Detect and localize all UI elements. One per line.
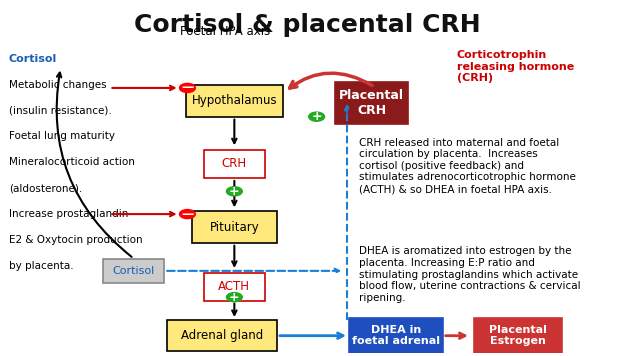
FancyBboxPatch shape xyxy=(204,150,265,178)
FancyBboxPatch shape xyxy=(167,320,277,351)
Text: Adrenal gland: Adrenal gland xyxy=(181,329,263,342)
Text: by placenta.: by placenta. xyxy=(9,261,73,271)
FancyBboxPatch shape xyxy=(103,258,165,283)
Text: CRH released into maternal and foetal
circulation by placenta.  Increases
cortis: CRH released into maternal and foetal ci… xyxy=(360,138,576,194)
Circle shape xyxy=(227,293,242,302)
FancyBboxPatch shape xyxy=(473,318,562,353)
Text: Placental
Estrogen: Placental Estrogen xyxy=(489,325,547,346)
Text: Metabolic changes: Metabolic changes xyxy=(9,79,106,89)
Text: Placental
CRH: Placental CRH xyxy=(339,89,404,117)
FancyBboxPatch shape xyxy=(185,85,283,117)
FancyBboxPatch shape xyxy=(349,318,443,353)
Text: Mineralocorticoid action: Mineralocorticoid action xyxy=(9,157,135,167)
Text: Increase prostaglandin: Increase prostaglandin xyxy=(9,209,128,219)
Text: DHEA in
foetal adrenal: DHEA in foetal adrenal xyxy=(352,325,440,346)
FancyBboxPatch shape xyxy=(204,273,265,301)
FancyBboxPatch shape xyxy=(192,211,277,243)
Text: Foetal lung maturity: Foetal lung maturity xyxy=(9,131,115,141)
Text: +: + xyxy=(229,185,240,198)
Text: Corticotrophin
releasing hormone
(CRH): Corticotrophin releasing hormone (CRH) xyxy=(457,50,574,83)
Text: +: + xyxy=(311,110,322,123)
Text: E2 & Oxytocin production: E2 & Oxytocin production xyxy=(9,235,142,245)
Text: —: — xyxy=(181,208,194,221)
FancyBboxPatch shape xyxy=(335,82,408,124)
Text: Pituitary: Pituitary xyxy=(210,221,260,234)
Circle shape xyxy=(180,210,196,219)
Text: —: — xyxy=(181,82,194,94)
Text: (insulin resistance).: (insulin resistance). xyxy=(9,105,111,115)
Text: +: + xyxy=(229,290,240,304)
Circle shape xyxy=(309,112,325,121)
Circle shape xyxy=(227,187,242,196)
Text: ACTH: ACTH xyxy=(218,280,251,293)
Text: Foetal HPA axis: Foetal HPA axis xyxy=(180,25,270,38)
Circle shape xyxy=(180,83,196,93)
Text: Cortisol & placental CRH: Cortisol & placental CRH xyxy=(134,13,481,37)
Text: CRH: CRH xyxy=(222,157,247,171)
Text: (aldosterone).: (aldosterone). xyxy=(9,183,82,193)
Text: DHEA is aromatized into estrogen by the
placenta. Increasing E:P ratio and
stimu: DHEA is aromatized into estrogen by the … xyxy=(360,246,581,303)
Text: Cortisol: Cortisol xyxy=(113,266,155,276)
Text: Cortisol: Cortisol xyxy=(9,54,57,64)
Text: Hypothalamus: Hypothalamus xyxy=(192,94,277,108)
